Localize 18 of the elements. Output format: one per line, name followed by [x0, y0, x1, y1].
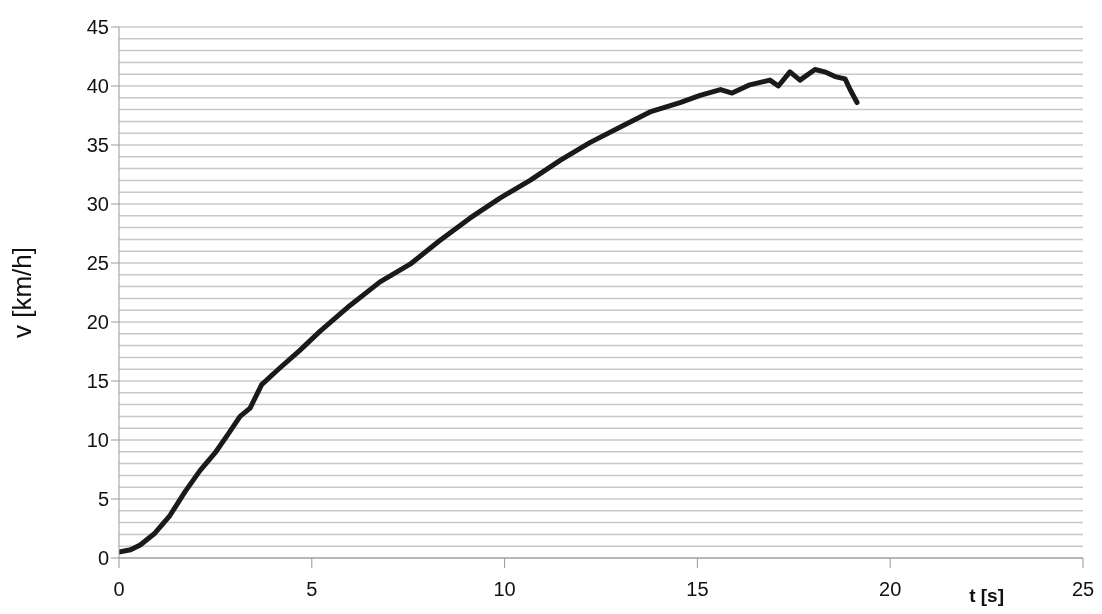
y-tick-label: 0 — [97, 547, 109, 570]
x-tick-label: 0 — [113, 578, 125, 601]
x-tick-label: 5 — [306, 578, 318, 601]
y-tick-label: 40 — [86, 75, 109, 98]
y-tick-label: 35 — [86, 134, 109, 157]
y-tick-label: 45 — [86, 16, 109, 39]
x-tick-label: 20 — [879, 578, 902, 601]
y-tick-label: 30 — [86, 193, 109, 216]
y-tick-label: 15 — [86, 370, 109, 393]
x-tick-label: 25 — [1071, 578, 1095, 601]
y-tick-label: 5 — [97, 488, 109, 511]
x-axis-title: t [s] — [969, 585, 1005, 606]
y-axis-title: v [km/h] — [7, 246, 38, 339]
y-tick-label: 10 — [86, 429, 109, 452]
x-tick-label: 15 — [686, 578, 709, 601]
y-tick-label: 25 — [86, 252, 109, 275]
y-tick-label: 20 — [86, 311, 109, 334]
x-tick-label: 10 — [493, 578, 516, 601]
